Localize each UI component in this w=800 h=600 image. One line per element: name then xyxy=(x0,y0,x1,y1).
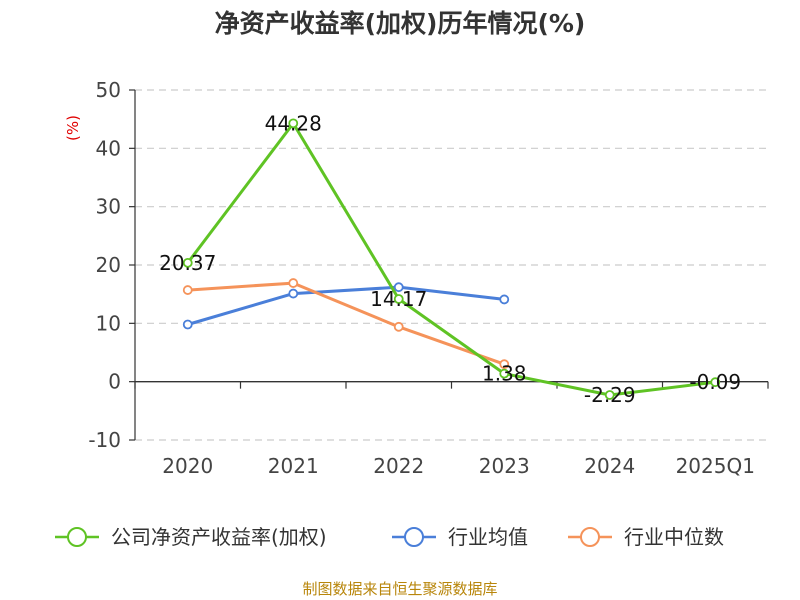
series-group xyxy=(182,118,721,400)
y-tick-label: 10 xyxy=(96,311,121,335)
y-tick-label: 20 xyxy=(96,253,121,277)
x-tick-label: 2024 xyxy=(584,454,635,478)
x-tick-label: 2021 xyxy=(268,454,319,478)
data-point xyxy=(393,321,404,332)
data-label: 20.37 xyxy=(159,251,216,275)
y-tick-label: 50 xyxy=(96,78,121,102)
data-point xyxy=(288,278,299,288)
data-label: 44.28 xyxy=(265,111,322,135)
data-point xyxy=(499,294,510,305)
legend: 公司净资产收益率(加权) 行业均值 行业中位数 xyxy=(55,525,724,549)
gridlines xyxy=(135,89,768,441)
x-tick-label: 2023 xyxy=(479,454,530,478)
data-point xyxy=(499,359,510,370)
data-labels: 20.37 44.28 14.17 1.38 -2.29 -0.09 xyxy=(159,111,741,407)
data-point xyxy=(182,257,193,268)
data-point xyxy=(288,118,299,129)
legend-marker xyxy=(67,527,87,547)
y-axis-label: (%) xyxy=(64,115,82,141)
data-label: -2.29 xyxy=(584,383,636,407)
data-point xyxy=(288,288,299,299)
series-line xyxy=(187,281,505,366)
legend-marker xyxy=(580,527,600,547)
chart-title: 净资产收益率(加权)历年情况(%) xyxy=(215,9,586,38)
y-tick-label: 40 xyxy=(96,136,121,160)
data-point xyxy=(182,285,193,295)
data-point xyxy=(604,390,615,400)
x-tick-label: 2020 xyxy=(162,454,213,478)
y-tick-label: 0 xyxy=(108,370,121,394)
data-point xyxy=(710,377,721,388)
data-point xyxy=(499,368,510,379)
data-point xyxy=(182,319,193,330)
data-label: -0.09 xyxy=(689,370,741,394)
axes: -10 0 10 20 30 40 50 2020 2021 2022 2023 2024 2025Q1 xyxy=(88,78,769,478)
data-point xyxy=(393,282,404,293)
legend-label: 行业中位数 xyxy=(624,525,724,549)
data-source-note: 制图数据来自恒生聚源数据库 xyxy=(302,580,497,598)
series-line xyxy=(186,121,716,397)
legend-label: 行业均值 xyxy=(448,525,528,549)
legend-label: 公司净资产收益率(加权) xyxy=(111,525,327,549)
data-label: 14.17 xyxy=(370,287,427,311)
data-point xyxy=(393,294,404,304)
x-tick-label: 2025Q1 xyxy=(676,454,755,478)
y-tick-label: -10 xyxy=(88,428,121,452)
x-tick-label: 2022 xyxy=(373,454,424,478)
y-tick-label: 30 xyxy=(96,195,121,219)
data-label: 1.38 xyxy=(482,362,527,386)
series-line xyxy=(187,285,505,326)
legend-marker xyxy=(404,527,424,547)
